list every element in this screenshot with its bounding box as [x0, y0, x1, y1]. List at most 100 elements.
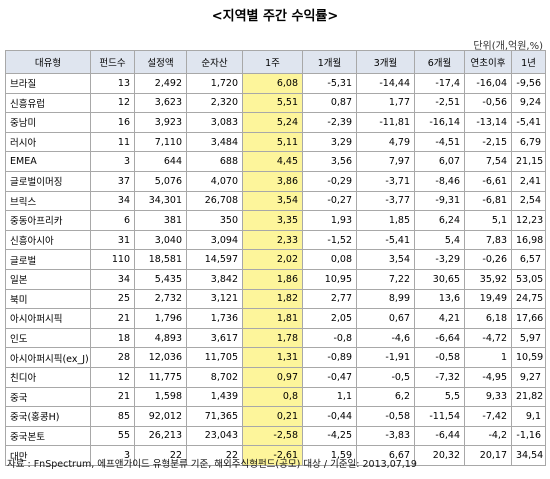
table-cell: 2,02 [242, 249, 303, 270]
table-cell: -0,26 [464, 249, 512, 270]
column-header: 대유형 [5, 50, 91, 74]
table-cell: 12,036 [134, 347, 187, 368]
table-cell: 14,597 [186, 249, 243, 270]
table-row: 글로벌이머징 37 5,076 4,070 3,86 -0,29 -3,71 -8,46 -6,… [5, 170, 546, 192]
column-header: 1주 [242, 50, 303, 74]
table-cell: -13,14 [464, 112, 512, 133]
table-row: 러시아 11 7,110 3,484 5,11 3,29 4,79 -4,51 -2,15 6,7… [5, 131, 546, 153]
table-cell: 20,32 [414, 445, 465, 466]
table-cell: -5,41 [511, 112, 546, 133]
table-cell: 0,67 [356, 308, 415, 329]
row-label: 러시아 [5, 131, 91, 153]
table-cell: -3,83 [356, 425, 415, 447]
row-label: 중남미 [5, 112, 91, 133]
table-cell: 7,22 [356, 268, 415, 290]
table-cell: 644 [134, 151, 187, 172]
row-label: 일본 [5, 268, 91, 290]
row-label: 중국(홍콩H) [5, 406, 91, 427]
table-cell: 4,21 [414, 308, 465, 329]
table-cell: 16,98 [511, 229, 546, 251]
table-cell: 4,070 [186, 170, 243, 192]
table-cell: -1,91 [356, 347, 415, 368]
table-row: 대만 3 22 22 -2,61 1,59 6,67 20,32 20,17 34,54 [5, 445, 546, 466]
table-cell: 9,33 [464, 386, 512, 408]
column-header: 1년 [511, 50, 546, 74]
table-cell: 2,05 [302, 308, 357, 329]
table-cell: 28 [90, 347, 135, 368]
table-header: 대유형 펀드수 설정액 순자산 1주 1개월 3개월 6개월 연초이후 1년 [5, 50, 546, 74]
column-header: 1개월 [302, 50, 357, 74]
table-cell: 7,83 [464, 229, 512, 251]
table-cell: 6,24 [414, 210, 465, 231]
table-cell: 10,95 [302, 268, 357, 290]
table-cell: 21,15 [511, 151, 546, 172]
table-row: 브릭스 34 34,301 26,708 3,54 -0,27 -3,77 -9,31 -6,8… [5, 190, 546, 212]
table-cell: -0,44 [302, 406, 357, 427]
table-cell: 34,54 [511, 445, 546, 466]
table-cell: 3,094 [186, 229, 243, 251]
title: <지역별 주간 수익률> [211, 9, 339, 24]
table-cell: 1,78 [242, 327, 303, 349]
table-cell: 3 [90, 151, 135, 172]
table-cell: 11,775 [134, 366, 187, 388]
table-cell: 6,07 [414, 151, 465, 172]
table-row: 브라질 13 2,492 1,720 6,08 -5,31 -14,44 -17,4 -16,0… [5, 73, 546, 94]
table-cell: 1 [464, 347, 512, 368]
table-cell: -0,58 [414, 347, 465, 368]
column-header: 3개월 [356, 50, 415, 74]
table-cell: 21 [90, 386, 135, 408]
table-cell: 3,121 [186, 288, 243, 310]
row-label: 신흥아시아 [5, 229, 91, 251]
table-cell: -16,14 [414, 112, 465, 133]
table-cell: -16,04 [464, 73, 512, 94]
table-cell: 6,57 [511, 249, 546, 270]
table-cell: 20,17 [464, 445, 512, 466]
table-cell: 1,93 [302, 210, 357, 231]
table-cell: -5,31 [302, 73, 357, 94]
table-cell: 5,24 [242, 112, 303, 133]
table-cell: 4,893 [134, 327, 187, 349]
table-cell: -1,16 [511, 425, 546, 447]
row-label: 중국본토 [5, 425, 91, 447]
table-cell: 6,18 [464, 308, 512, 329]
table-cell: 11,705 [186, 347, 243, 368]
table-cell: 34,301 [134, 190, 187, 212]
table-cell: 13,6 [414, 288, 465, 310]
table-cell: 24,75 [511, 288, 546, 310]
table-cell: 1,85 [356, 210, 415, 231]
unit-label: 단위(개,억원,%) [473, 41, 543, 52]
table-row: 중국본토 55 26,213 23,043 -2,58 -4,25 -3,83 -6,44 -4… [5, 425, 546, 447]
table-cell: 21,82 [511, 386, 546, 408]
table-cell: 9,27 [511, 366, 546, 388]
table-cell: -7,32 [414, 366, 465, 388]
table-cell: 0,87 [302, 92, 357, 114]
table-cell: 8,99 [356, 288, 415, 310]
column-header: 순자산 [186, 50, 243, 74]
table-cell: 1,720 [186, 73, 243, 94]
table-cell: -3,77 [356, 190, 415, 212]
column-header: 연초이후 [464, 50, 512, 74]
source-note: 자료 : FnSpectrum, 에프앤가이드 유형분류 기준, 해외주식형펀드… [7, 459, 417, 470]
table-cell: -4,51 [414, 131, 465, 153]
table-cell: 3,617 [186, 327, 243, 349]
table-cell: 4,79 [356, 131, 415, 153]
table-cell: 5,51 [242, 92, 303, 114]
table-cell: -11,54 [414, 406, 465, 427]
table-cell: -9,56 [511, 73, 546, 94]
table-cell: 5,4 [414, 229, 465, 251]
table-cell: 7,54 [464, 151, 512, 172]
row-label: 중국 [5, 386, 91, 408]
table-cell: -4,6 [356, 327, 415, 349]
column-header: 설정액 [134, 50, 187, 74]
table-cell: -4,25 [302, 425, 357, 447]
row-label: EMEA [5, 151, 91, 172]
table-cell: -4,72 [464, 327, 512, 349]
table-row: 중남미 16 3,923 3,083 5,24 -2,39 -11,81 -16,14 -13,… [5, 112, 546, 133]
table-cell: -8,46 [414, 170, 465, 192]
table-cell: 0,97 [242, 366, 303, 388]
table-cell: 17,66 [511, 308, 546, 329]
row-label: 신흥유럽 [5, 92, 91, 114]
table-cell: 34 [90, 190, 135, 212]
table-row: 아시아퍼시픽(ex_J) 28 12,036 11,705 1,31 -0,89 -1,91… [5, 347, 546, 368]
